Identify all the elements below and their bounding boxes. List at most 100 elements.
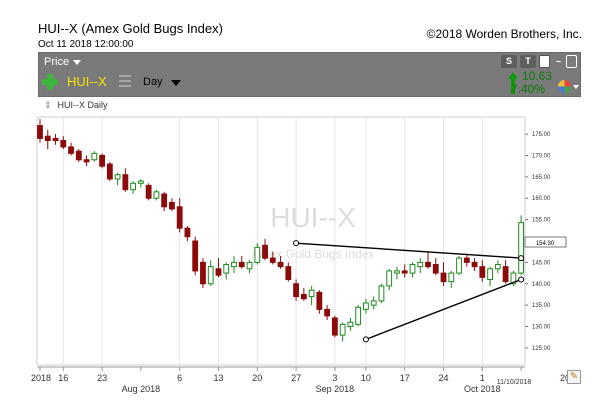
candle-body: [145, 184, 152, 199]
t-button[interactable]: T: [520, 55, 536, 68]
last-price-label: 154.30: [536, 241, 555, 247]
trendline-anchor: [362, 336, 369, 343]
x-tick-label: Aug 2018: [122, 384, 161, 394]
y-tick-label: 145.00: [532, 260, 551, 266]
add-indicator-icon[interactable]: [42, 74, 58, 90]
minimize-icon[interactable]: –: [555, 56, 561, 66]
trendlines: [293, 240, 525, 343]
candle-body: [99, 154, 105, 167]
s-button[interactable]: S: [501, 55, 517, 68]
candle-body: [75, 150, 82, 161]
candle-body: [215, 268, 222, 276]
x-tick-label: 24: [439, 373, 449, 383]
y-axis: 125.00130.00135.00140.00145.00150.00155.…: [525, 132, 551, 352]
chevron-down-icon[interactable]: [573, 85, 579, 89]
chevron-down-icon[interactable]: [171, 80, 181, 86]
candle-body: [169, 202, 175, 210]
watchlist-icon[interactable]: [119, 74, 131, 88]
chart-title: HUI--X (Amex Gold Bugs Index): [38, 21, 223, 36]
chart-datetime: Oct 11 2018 12:00:00: [38, 39, 134, 50]
period-select[interactable]: Day: [143, 76, 163, 88]
candle-body: [479, 266, 486, 278]
y-tick-label: 140.00: [532, 282, 551, 288]
x-tick-label: 23: [97, 373, 107, 383]
y-tick-label: 130.00: [532, 325, 551, 331]
drag-handle-icon[interactable]: ⇕: [44, 100, 52, 110]
x-tick-label: Sep 2018: [316, 384, 355, 394]
candle-body: [363, 302, 369, 310]
symbol-input[interactable]: HUI--X: [67, 74, 107, 89]
x-tick-label: 16: [58, 373, 68, 383]
y-tick-label: 125.00: [532, 346, 551, 352]
candle-body: [339, 323, 346, 336]
candle-body: [192, 240, 199, 272]
candle-body: [91, 152, 98, 161]
candle-body: [378, 285, 385, 302]
y-tick-label: 165.00: [532, 175, 551, 181]
symbol-row: HUI--X Day: [39, 69, 479, 96]
candle-body: [68, 146, 74, 154]
candle-body: [231, 261, 237, 268]
candle-body: [394, 270, 400, 274]
x-tick-label: 17: [400, 373, 410, 383]
y-tick-label: 170.00: [532, 153, 551, 159]
trendline-anchor: [293, 240, 300, 247]
trendline-anchor: [518, 276, 525, 283]
last-price-box: [524, 236, 567, 248]
candle-body: [448, 272, 455, 283]
candle-body: [60, 140, 67, 148]
candle-body: [285, 266, 292, 280]
candle-body: [246, 261, 253, 270]
candle-body: [386, 270, 393, 287]
candles: [37, 119, 525, 342]
price-change-percent: 7.40%: [511, 82, 546, 96]
date-marker-label: 11/10/2018: [497, 379, 532, 386]
trendline: [365, 278, 522, 340]
x-tick-label: 6: [177, 373, 182, 383]
candle-body: [44, 135, 51, 142]
candle-body: [137, 180, 144, 184]
candle-body: [37, 125, 43, 139]
candle-body: [114, 174, 121, 180]
maximize-icon[interactable]: [566, 55, 577, 68]
pencil-icon[interactable]: ✎: [567, 370, 581, 384]
candle-body: [518, 222, 525, 274]
copyright-text: ©2018 Worden Brothers, Inc.: [426, 27, 582, 41]
candle-body: [494, 264, 501, 270]
up-arrow-icon: [508, 72, 518, 94]
candle-body: [238, 261, 245, 268]
candle-body: [52, 137, 59, 142]
candle-body: [207, 266, 214, 285]
trendline-anchor: [518, 255, 525, 262]
candle-body: [417, 261, 424, 268]
color-settings-icon[interactable]: [558, 80, 571, 93]
x-tick-label: 1: [480, 373, 485, 383]
candle-body: [324, 308, 331, 317]
candle-body: [347, 321, 354, 328]
candle-body: [487, 268, 493, 280]
candle-body: [262, 244, 268, 259]
notes-icon[interactable]: [539, 55, 550, 68]
candle-body: [200, 261, 206, 285]
candle-body: [331, 317, 338, 336]
x-tick-label: 27: [291, 373, 301, 383]
x-tick-label: 13: [213, 373, 223, 383]
plot-frame: [36, 116, 526, 366]
candle-body: [176, 206, 183, 229]
candle-body: [130, 182, 137, 191]
y-tick-label: 175.00: [532, 132, 551, 138]
chevron-down-icon[interactable]: [73, 60, 81, 65]
y-tick-label: 135.00: [532, 303, 551, 309]
candle-body: [161, 193, 168, 208]
grid: [36, 116, 526, 366]
price-menu-label[interactable]: Price: [44, 56, 70, 68]
candle-body: [300, 293, 307, 300]
candle-body: [223, 264, 230, 274]
x-tick-label: 10: [361, 373, 371, 383]
candle-body: [308, 289, 315, 298]
candle-body: [277, 261, 284, 268]
candle-body: [293, 283, 299, 298]
candle-body: [153, 191, 160, 199]
chart-toolbar: Price HUI--X Day S T – 10.63 7.40%: [38, 52, 581, 97]
